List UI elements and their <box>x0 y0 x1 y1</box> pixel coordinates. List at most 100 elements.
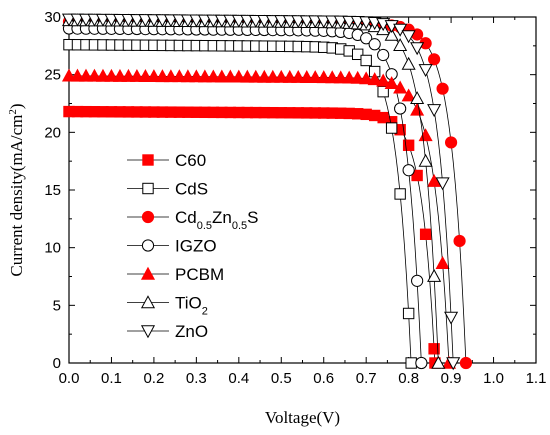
data-point <box>325 15 340 29</box>
data-point <box>394 188 406 200</box>
data-point <box>410 42 425 56</box>
legend-label-part: CdS <box>175 180 208 199</box>
data-point <box>214 14 229 28</box>
y-axis-title-part: Current density(mA/cm <box>7 115 26 277</box>
data-point <box>360 32 373 45</box>
data-point <box>180 69 195 83</box>
x-tick-label: 1.1 <box>526 370 547 387</box>
legend-label-part: Zn <box>212 208 232 227</box>
legend-label: C60 <box>175 151 206 170</box>
data-point <box>257 15 272 28</box>
data-point <box>316 15 331 29</box>
data-point <box>70 68 85 82</box>
data-point <box>104 68 119 82</box>
legend-label-part: 0.5 <box>232 220 247 232</box>
data-point <box>446 357 461 371</box>
data-point <box>401 56 416 70</box>
series-ZnO <box>61 13 461 371</box>
data-point <box>61 13 77 27</box>
x-tick-label: 0.6 <box>313 370 334 387</box>
data-point <box>240 14 255 28</box>
legend-label-part: IGZO <box>175 237 217 256</box>
data-point <box>197 14 212 28</box>
data-point <box>459 356 473 370</box>
data-point <box>112 68 127 82</box>
y-tick-label: 10 <box>44 240 61 257</box>
data-point <box>61 68 77 82</box>
data-point <box>367 72 382 86</box>
legend-marker <box>142 182 154 195</box>
series-C60 <box>63 105 441 369</box>
data-point <box>95 13 111 27</box>
data-point <box>411 274 424 287</box>
data-point <box>78 68 94 82</box>
data-point <box>368 38 381 51</box>
data-point <box>104 13 119 27</box>
y-tick-label: 25 <box>44 67 61 84</box>
x-tick-label: 0.5 <box>271 370 292 387</box>
legend-label: PCBM <box>175 265 224 284</box>
legend-label: Cd0.5Zn0.5S <box>175 208 259 232</box>
data-point <box>248 14 263 28</box>
data-point <box>360 54 372 67</box>
legend-marker <box>140 295 156 309</box>
data-point <box>189 69 204 83</box>
data-point <box>431 355 446 369</box>
y-tick-label: 30 <box>44 9 61 26</box>
y-axis-title-part: ) <box>7 103 26 109</box>
data-point <box>385 122 398 134</box>
data-point <box>155 14 170 28</box>
data-point <box>427 173 442 187</box>
data-point <box>384 76 399 90</box>
data-point <box>342 70 357 84</box>
data-point <box>138 69 153 82</box>
legend-label: TiO2 <box>175 294 208 318</box>
data-point <box>333 70 348 84</box>
legend-label-part: C60 <box>175 151 206 170</box>
data-point <box>308 15 323 29</box>
data-point <box>231 69 246 83</box>
data-point <box>291 69 306 83</box>
legend-label-part: PCBM <box>175 265 224 284</box>
series-line <box>68 20 439 364</box>
data-point <box>410 102 425 116</box>
data-point <box>223 14 238 28</box>
data-point <box>146 14 161 28</box>
data-point <box>435 177 450 191</box>
x-tick-label: 1.0 <box>483 370 504 387</box>
data-point <box>163 14 178 28</box>
data-point <box>87 68 102 82</box>
data-point <box>427 268 442 282</box>
x-tick-label: 0.9 <box>441 370 462 387</box>
y-tick-label: 15 <box>44 182 61 199</box>
x-tick-label: 0.3 <box>186 370 207 387</box>
data-point <box>394 102 407 115</box>
data-point <box>308 70 323 84</box>
legend: C60 CdS Cd0.5Zn0.5S IGZO PCBM TiO2 ZnO <box>127 151 259 341</box>
data-point <box>282 15 297 29</box>
data-point <box>299 70 314 83</box>
legend-label-part: 0.5 <box>197 220 212 232</box>
data-point <box>333 15 348 29</box>
data-point <box>402 139 415 151</box>
y-axis-title-part: 2 <box>7 109 19 115</box>
data-point <box>393 23 408 37</box>
x-tick-label: 0.4 <box>228 370 249 387</box>
data-point <box>121 68 136 82</box>
data-point <box>350 70 365 84</box>
series-line <box>68 44 412 364</box>
data-point <box>428 53 441 66</box>
data-point <box>351 48 364 61</box>
x-tick-label: 0.1 <box>101 370 122 387</box>
data-point <box>112 13 127 27</box>
data-point <box>401 30 416 44</box>
y-tick-label: 20 <box>44 124 61 141</box>
data-point <box>316 70 331 84</box>
plot-frame <box>68 16 537 364</box>
data-point <box>435 256 450 269</box>
legend-label: ZnO <box>175 322 208 341</box>
data-point <box>428 343 440 355</box>
data-point <box>299 15 314 29</box>
data-point <box>163 69 178 83</box>
data-point <box>78 13 94 27</box>
